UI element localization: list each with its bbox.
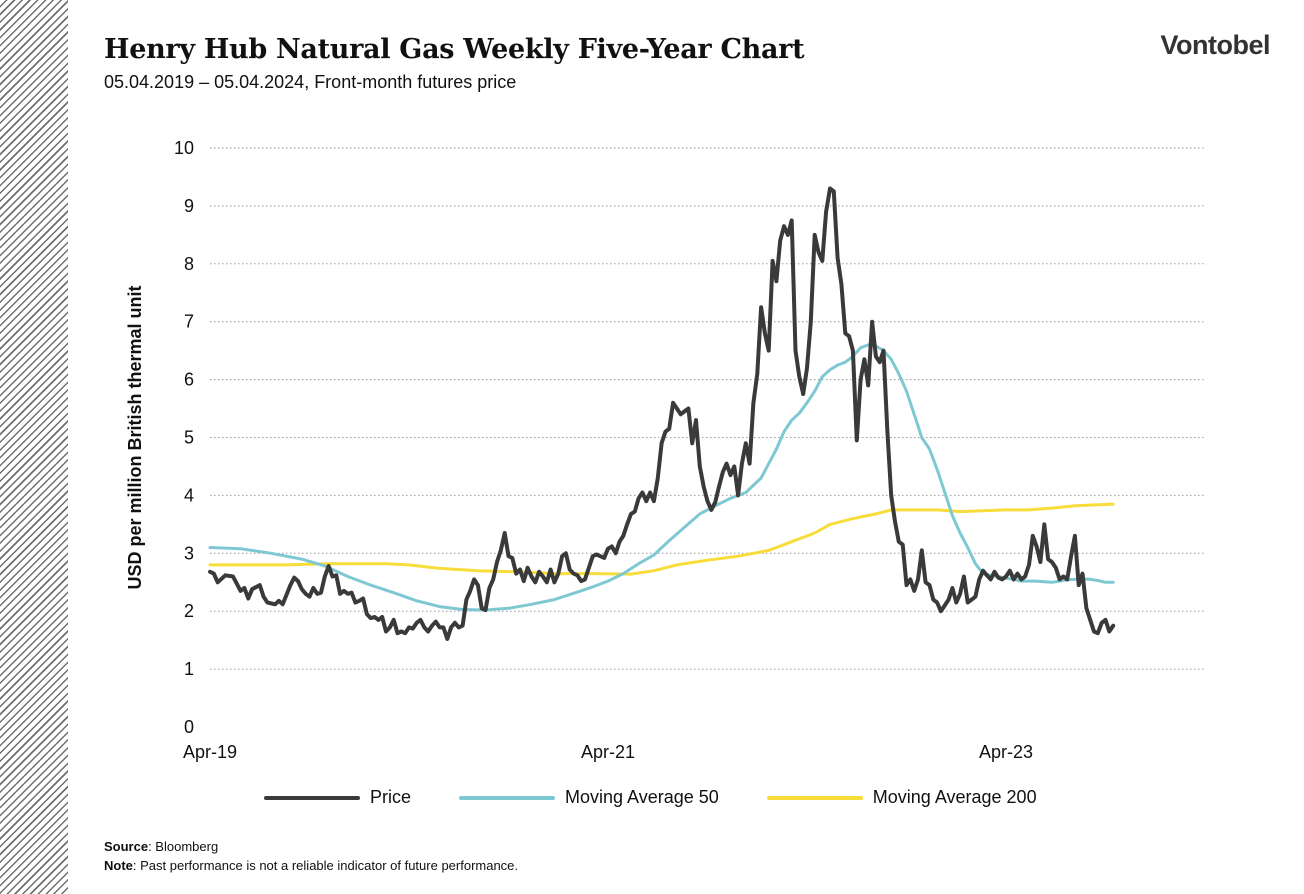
- chart-title: Henry Hub Natural Gas Weekly Five-Year C…: [104, 34, 805, 65]
- y-tick-label: 10: [174, 138, 194, 158]
- vontobel-logo: Vontobel: [1160, 30, 1271, 60]
- y-tick-label: 2: [184, 601, 194, 621]
- note-text: : Past performance is not a reliable ind…: [132, 858, 519, 873]
- chart-legend: Price Moving Average 50 Moving Average 2…: [264, 787, 1085, 808]
- y-tick-label: 4: [184, 485, 194, 505]
- legend-label-ma200: Moving Average 200: [872, 787, 1037, 807]
- x-tick-label: Apr-19: [183, 742, 237, 762]
- hatched-side-border: [0, 0, 68, 894]
- y-axis-label: USD per million British thermal unit: [125, 285, 145, 589]
- chart-subtitle: 05.04.2019 – 05.04.2024, Front-month fut…: [104, 72, 517, 92]
- source-label: Source: [104, 839, 149, 854]
- legend-swatch-price: [264, 795, 360, 800]
- legend-swatch-ma50: [459, 795, 556, 800]
- x-tick-label: Apr-21: [581, 742, 635, 762]
- y-tick-label: 0: [184, 717, 194, 737]
- x-tick-label: Apr-23: [979, 742, 1033, 762]
- source-text: : Bloomberg: [148, 839, 219, 854]
- y-tick-label: 3: [184, 543, 194, 563]
- note-line: Note: Past performance is not a reliable…: [104, 856, 518, 875]
- note-label: Note: [104, 858, 133, 873]
- legend-label-price: Price: [370, 787, 412, 807]
- legend-item-price: Price: [264, 787, 411, 808]
- series-line-price: [208, 186, 1116, 641]
- legend-item-ma50: Moving Average 50: [459, 787, 719, 808]
- chart-footer: Source: Bloomberg Note: Past performance…: [104, 837, 518, 875]
- source-line: Source: Bloomberg: [104, 837, 518, 856]
- y-tick-label: 1: [184, 659, 194, 679]
- y-tick-label: 7: [184, 312, 194, 332]
- legend-swatch-ma200: [766, 795, 863, 800]
- y-tick-label: 9: [184, 196, 194, 216]
- y-tick-label: 8: [184, 254, 194, 274]
- series-line-ma200: [208, 502, 1115, 576]
- y-tick-label: 5: [184, 428, 194, 448]
- legend-item-ma200: Moving Average 200: [766, 787, 1037, 808]
- legend-label-ma50: Moving Average 50: [565, 787, 719, 807]
- y-tick-label: 6: [184, 370, 194, 390]
